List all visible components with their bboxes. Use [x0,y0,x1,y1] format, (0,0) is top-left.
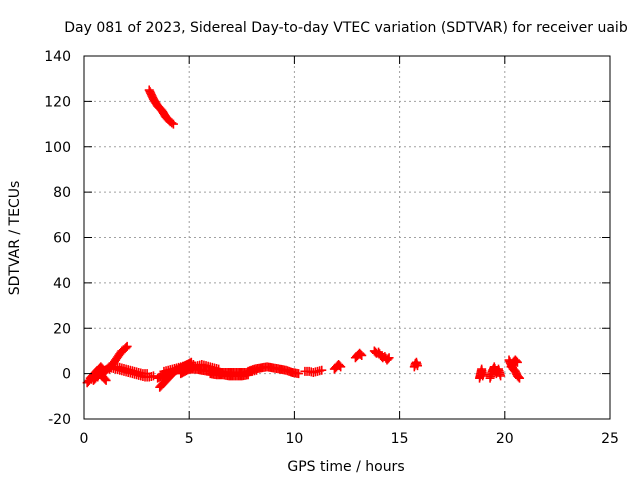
data-point [142,369,152,379]
y-tick-label: 0 [62,367,71,383]
data-point [513,372,523,382]
y-tick-label: 140 [44,49,71,65]
data-point [511,356,521,366]
data-point [383,354,393,364]
x-tick-label: 20 [496,431,514,447]
y-tick-label: -20 [48,412,71,428]
data-point [356,349,366,359]
data-point [317,365,327,375]
y-tick-label: 40 [53,276,71,292]
x-axis-label: GPS time / hours [287,459,404,475]
data-point [496,371,506,381]
grid-lines [84,56,610,419]
data-point [101,375,111,385]
chart-title: Day 081 of 2023, Sidereal Day-to-day VTE… [64,20,628,36]
y-tick-label: 100 [44,140,71,156]
data-point [515,373,525,383]
axes: 0 5 10 15 20 25 -20 0 20 40 60 80 100 120 140 [44,49,619,447]
data-point [336,362,346,372]
y-tick-label: 120 [44,94,71,110]
data-point [294,369,304,379]
data-point [100,374,110,384]
x-tick-label: 5 [185,431,194,447]
data-markers [82,85,525,392]
y-axis-label: SDTVAR / TECUs [7,181,23,296]
data-point [384,353,394,363]
data-point [122,341,132,351]
data-point [412,361,422,371]
data-point [335,361,345,371]
data-point [357,350,367,360]
x-tick-label: 25 [601,431,619,447]
y-tick-label: 80 [53,185,71,201]
data-point [512,357,522,367]
data-point [121,343,131,353]
data-point [478,371,488,381]
y-tick-label: 20 [53,321,71,337]
data-point [168,119,178,129]
x-tick-label: 0 [80,431,89,447]
x-tick-label: 10 [285,431,303,447]
x-tick-label: 15 [391,431,409,447]
y-tick-label: 60 [53,231,71,247]
data-point [167,118,177,128]
